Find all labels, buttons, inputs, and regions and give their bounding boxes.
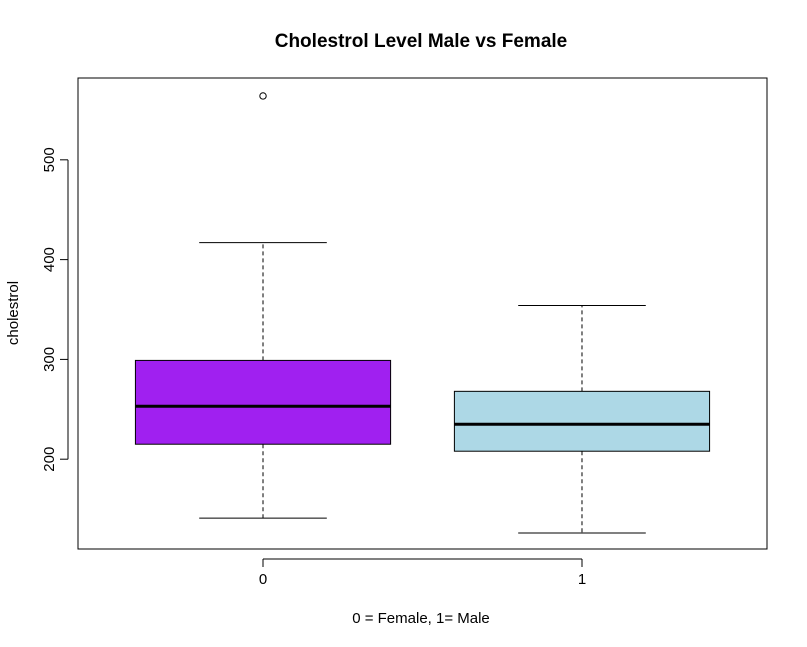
x-tick-label: 1: [578, 571, 586, 588]
outlier-point: [259, 92, 267, 100]
plot-frame: [77, 77, 768, 550]
x-tick-label: 0: [259, 571, 267, 588]
box-1: [453, 305, 711, 534]
iqr-box: [134, 359, 392, 445]
x-axis-label: 0 = Female, 1= Male: [352, 610, 490, 627]
y-tick-label: 200: [41, 447, 58, 472]
y-tick-label: 300: [41, 347, 58, 372]
y-axis-label: cholestrol: [5, 281, 22, 345]
y-axis: 200 300 400 500: [41, 147, 69, 472]
y-tick-label: 500: [41, 147, 58, 172]
boxes-group: [134, 92, 711, 534]
box-0: [134, 92, 392, 519]
y-tick-label: 400: [41, 247, 58, 272]
chart-title: Cholestrol Level Male vs Female: [275, 31, 568, 52]
iqr-box: [453, 390, 711, 452]
